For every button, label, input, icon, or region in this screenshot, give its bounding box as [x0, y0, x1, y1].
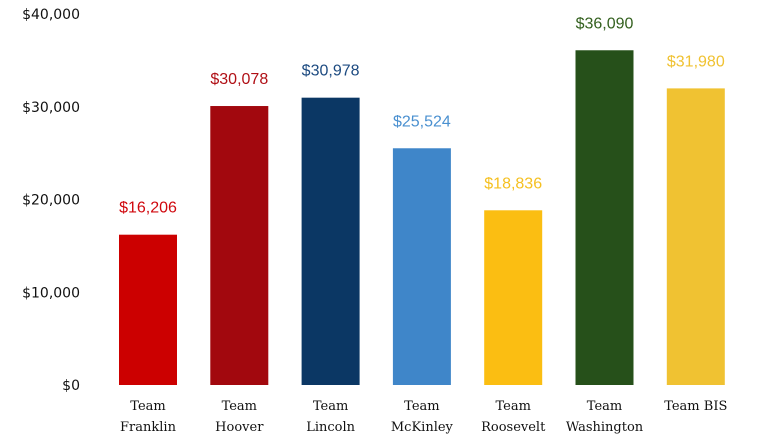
x-tick-label: Team — [495, 399, 530, 414]
y-tick-label: $20,000 — [22, 193, 80, 209]
x-tick-label: Washington — [566, 420, 644, 435]
data-label: $25,524 — [393, 113, 451, 130]
x-tick-label: Hoover — [215, 420, 264, 435]
x-tick-label: Team — [222, 399, 257, 414]
bar[interactable] — [301, 97, 360, 385]
bar[interactable] — [484, 210, 543, 385]
x-tick-label: Team — [130, 399, 165, 414]
y-axis: $0 $10,000 $20,000 $30,000 $40,000 — [22, 7, 80, 394]
data-label: $36,090 — [576, 15, 634, 32]
value-labels: $16,206 $30,078 $30,978 $25,524 $18,836 $36,0… — [119, 15, 725, 216]
bars — [119, 50, 725, 385]
x-tick-label: Team — [587, 399, 622, 414]
bar[interactable] — [666, 88, 725, 385]
x-tick-label: Team — [404, 399, 439, 414]
y-tick-label: $10,000 — [22, 285, 80, 301]
data-label: $16,206 — [119, 200, 177, 217]
bar[interactable] — [575, 50, 634, 385]
bar[interactable] — [119, 234, 177, 385]
y-tick-label: $40,000 — [22, 7, 80, 23]
data-label: $31,980 — [667, 53, 725, 70]
bar[interactable] — [210, 106, 269, 385]
x-tick-label: Lincoln — [306, 420, 355, 435]
x-tick-label: McKinley — [391, 420, 454, 435]
x-tick-label: Team BIS — [664, 399, 727, 414]
y-tick-label: $0 — [62, 378, 80, 394]
x-tick-label: Franklin — [120, 420, 177, 435]
x-axis: Team Franklin Team Hoover Team Lincoln Team McK… — [120, 399, 727, 435]
x-tick-label: Roosevelt — [481, 420, 546, 435]
x-tick-label: Team — [313, 399, 348, 414]
y-tick-label: $30,000 — [22, 100, 80, 116]
bar[interactable] — [392, 148, 451, 385]
data-label: $18,836 — [484, 175, 542, 192]
data-label: $30,978 — [302, 63, 360, 80]
data-label: $30,078 — [210, 71, 268, 88]
